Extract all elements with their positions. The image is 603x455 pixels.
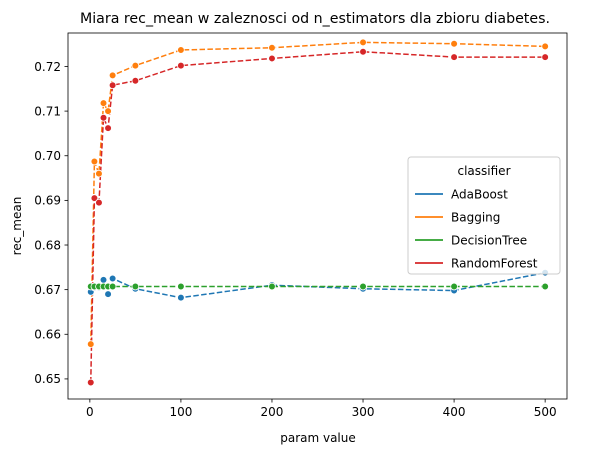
data-point-1-6 <box>131 61 140 70</box>
x-tick-label-5: 500 <box>534 405 557 419</box>
data-point-3-5 <box>108 81 117 90</box>
y-tick-label-4: 0.69 <box>34 194 61 208</box>
chart-title: Miara rec_mean w zaleznosci od n_estimat… <box>80 11 550 27</box>
data-point-1-2 <box>95 169 103 178</box>
data-point-1-8 <box>268 43 276 52</box>
data-point-3-2 <box>95 198 103 207</box>
data-point-2-11 <box>541 282 549 291</box>
data-point-1-4 <box>104 107 112 115</box>
data-point-1-1 <box>90 157 99 166</box>
legend: classifier AdaBoost Bagging DecisionTree Ran… <box>407 156 561 275</box>
data-point-3-3 <box>99 114 108 122</box>
data-point-0-5 <box>108 274 117 283</box>
x-tick-label-4: 400 <box>443 405 466 419</box>
data-point-0-3 <box>99 276 108 284</box>
x-tick-label-1: 100 <box>169 405 192 419</box>
y-axis-label: rec_mean <box>10 197 24 256</box>
plot-area: 0 100 200 300 400 500 0.65 0.66 0.67 0.68 0.69 0.70… <box>34 32 568 419</box>
legend-label-3: RandomForest <box>451 256 538 270</box>
data-point-2-9 <box>359 282 367 291</box>
data-point-1-9 <box>359 38 367 47</box>
data-point-3-11 <box>541 53 549 61</box>
y-tick-label-2: 0.67 <box>34 283 61 297</box>
data-point-3-8 <box>268 54 276 63</box>
axes-frame <box>67 32 568 400</box>
y-tick-label-3: 0.68 <box>34 238 61 252</box>
data-point-1-11 <box>541 42 549 51</box>
y-tick-label-6: 0.71 <box>34 104 61 118</box>
legend-label-2: DecisionTree <box>451 233 527 247</box>
y-tick-label-5: 0.70 <box>34 149 61 163</box>
data-point-1-5 <box>108 71 117 80</box>
data-point-2-5 <box>108 282 117 291</box>
data-point-1-7 <box>177 46 185 54</box>
x-axis-label: param value <box>280 431 356 445</box>
y-tick-label-7: 0.72 <box>34 60 61 74</box>
data-point-3-6 <box>131 76 140 85</box>
y-tick-label-1: 0.66 <box>34 328 61 342</box>
data-point-1-10 <box>450 39 458 48</box>
data-point-2-6 <box>131 282 140 291</box>
x-tick-label-2: 200 <box>261 405 284 419</box>
data-point-3-9 <box>359 47 367 56</box>
data-point-2-8 <box>268 282 276 291</box>
legend-box <box>407 156 561 275</box>
x-tick-label-0: 0 <box>86 405 94 419</box>
data-point-3-10 <box>450 53 458 61</box>
series-line-0 <box>90 271 546 299</box>
legend-label-1: Bagging <box>451 210 500 224</box>
data-point-0-4 <box>104 290 112 298</box>
legend-label-0: AdaBoost <box>451 187 508 201</box>
data-point-0-7 <box>177 293 185 302</box>
data-point-2-7 <box>177 282 185 291</box>
data-point-1-0 <box>86 340 95 348</box>
legend-title: classifier <box>458 164 511 178</box>
data-point-3-7 <box>177 61 185 70</box>
data-point-3-0 <box>86 378 95 387</box>
data-point-3-4 <box>104 124 112 132</box>
y-tick-label-0: 0.65 <box>34 372 61 386</box>
data-point-3-1 <box>90 194 99 202</box>
x-tick-label-3: 300 <box>352 405 375 419</box>
data-point-2-10 <box>450 282 458 291</box>
data-point-1-3 <box>99 99 108 107</box>
